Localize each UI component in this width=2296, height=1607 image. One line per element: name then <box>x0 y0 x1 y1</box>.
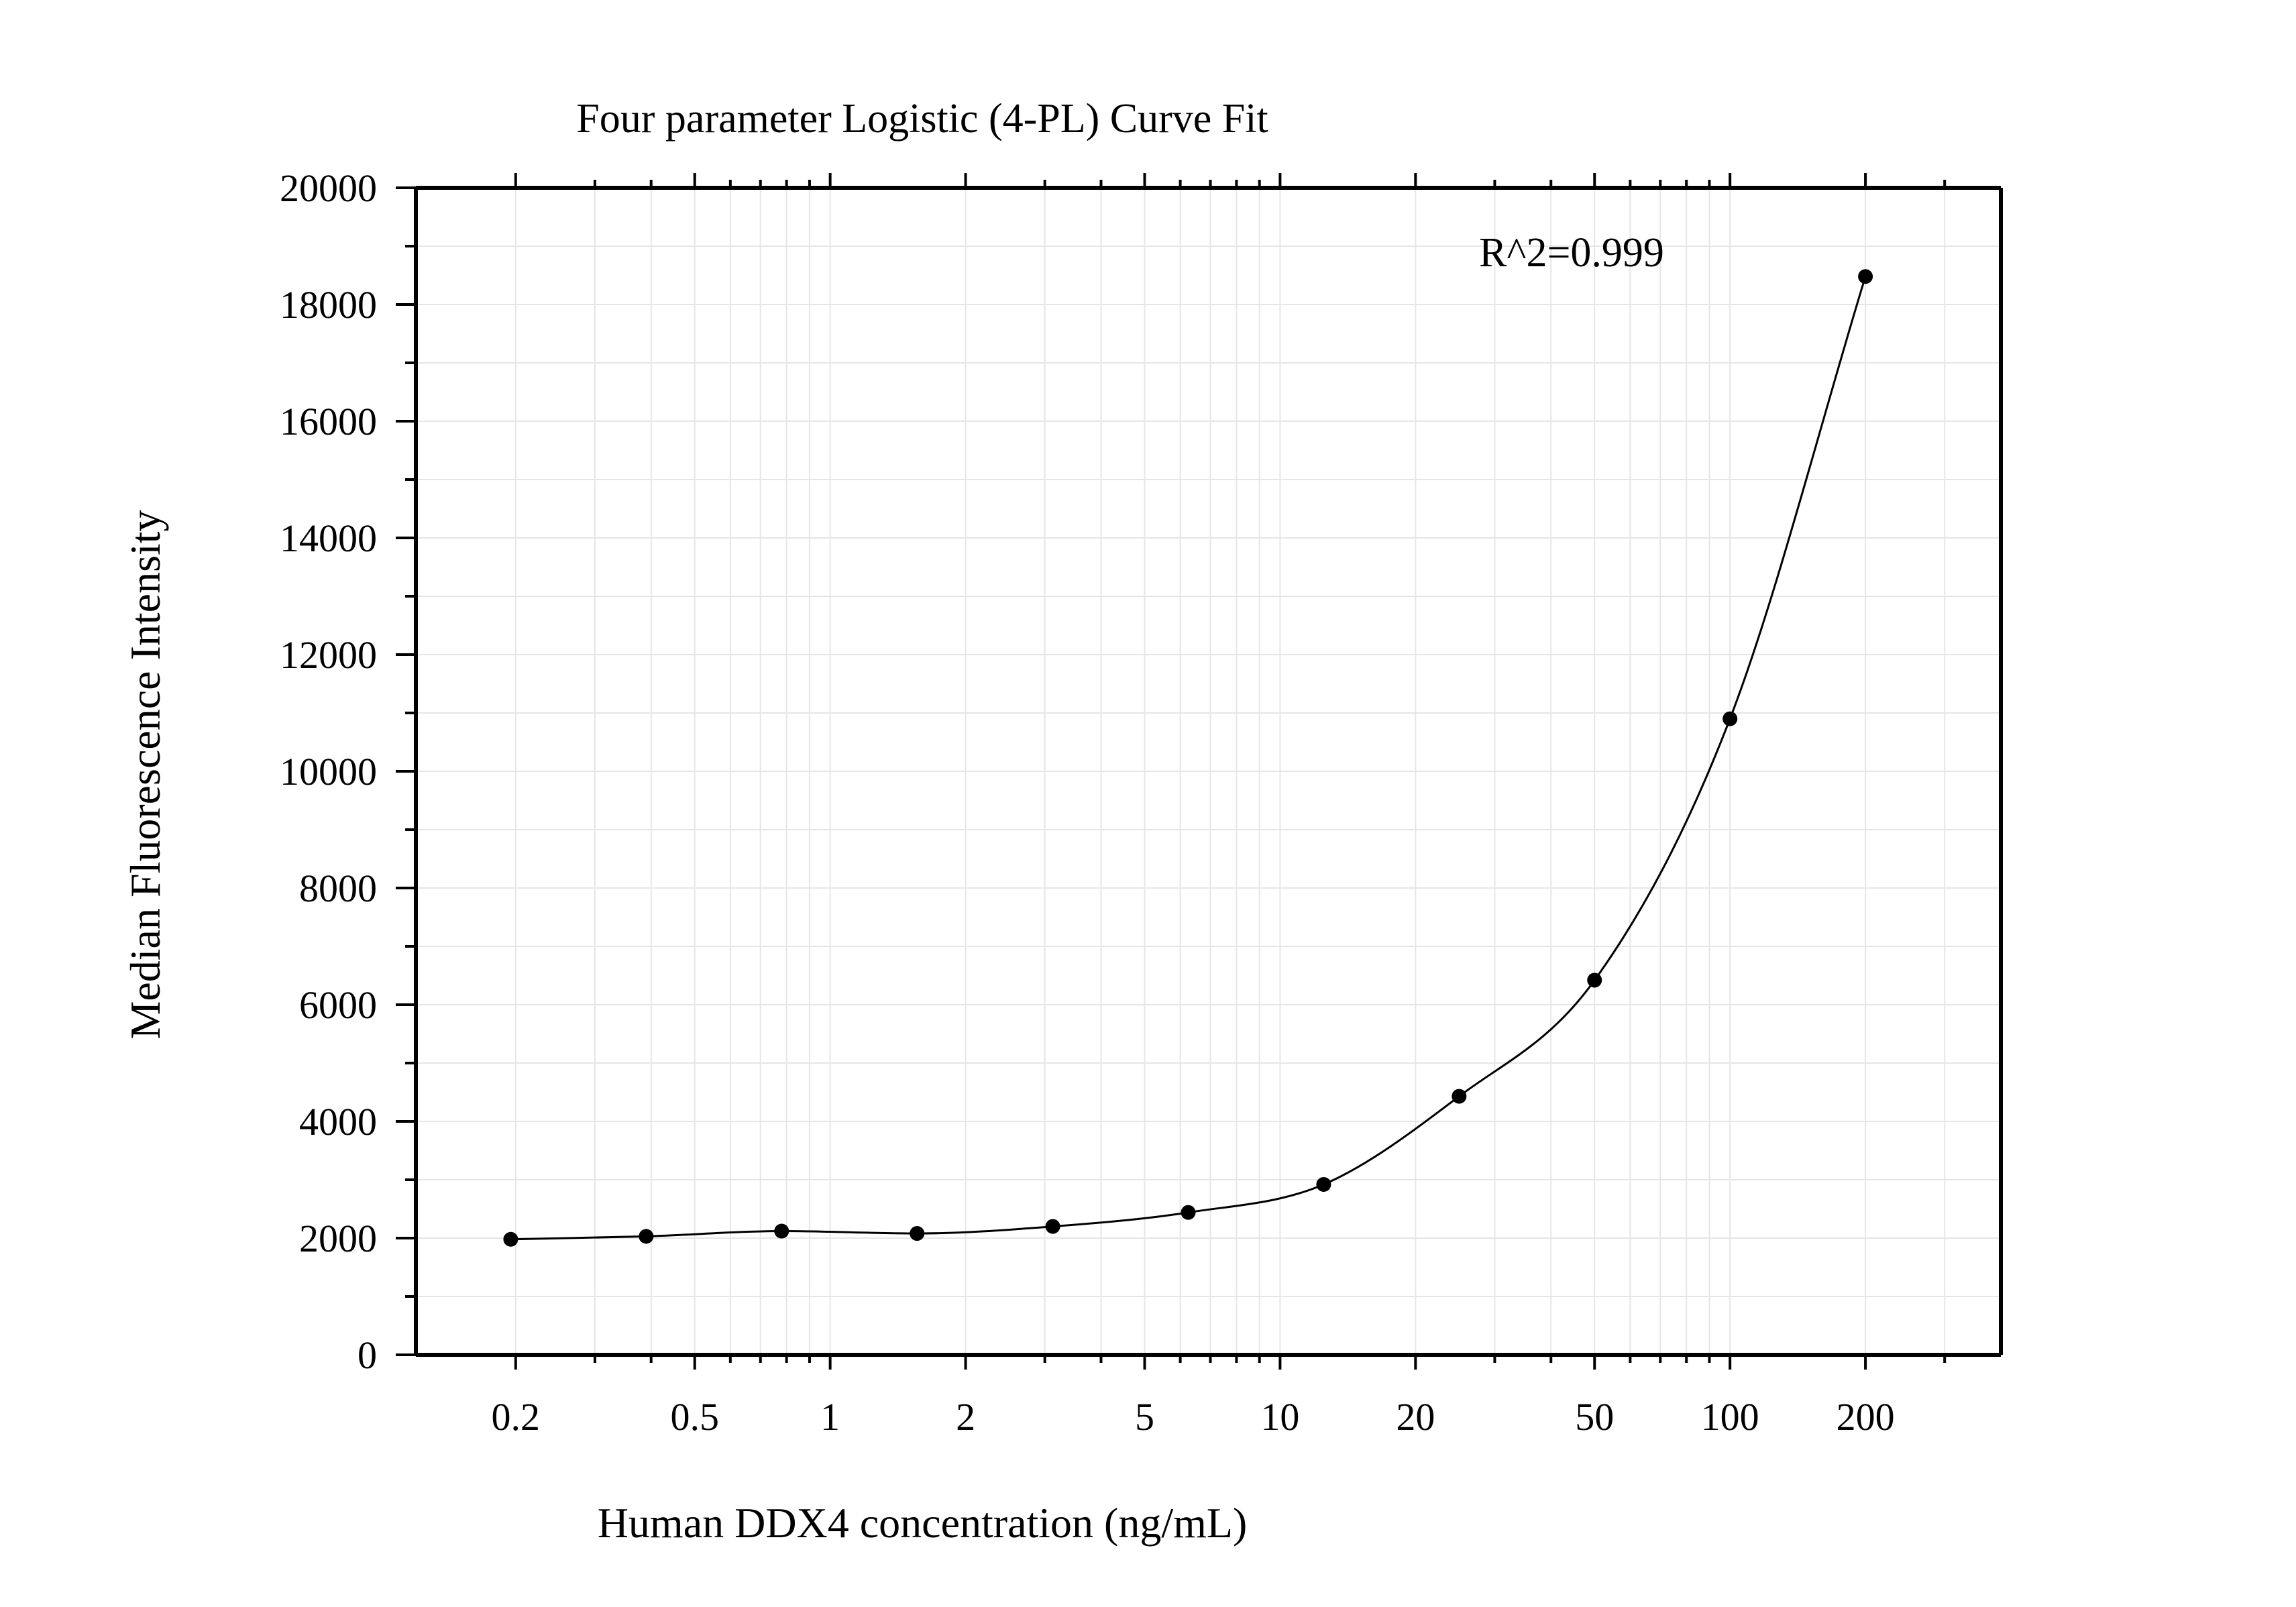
y-tick-label: 16000 <box>280 400 377 443</box>
data-point <box>639 1229 654 1244</box>
data-point <box>910 1226 925 1241</box>
tick-marks <box>396 173 1947 1370</box>
grid-lines <box>416 188 2001 1355</box>
x-tick-label: 1 <box>820 1395 840 1439</box>
chart-title: Four parameter Logistic (4-PL) Curve Fit <box>576 96 1268 142</box>
data-point <box>1452 1089 1467 1104</box>
x-axis-title: Human DDX4 concentration (ng/mL) <box>598 1499 1248 1547</box>
x-tick-label: 0.2 <box>492 1395 541 1439</box>
data-point <box>1316 1176 1331 1192</box>
x-tick-label: 5 <box>1135 1395 1154 1439</box>
tick-labels: 0.2 0.5 1 2 5 10 20 50 100 2000200040006000800010… <box>280 166 1895 1439</box>
r-squared-annotation: R^2=0.999 <box>1479 230 1664 276</box>
y-tick-label: 14000 <box>280 516 377 560</box>
x-tick-label: 200 <box>1837 1395 1895 1439</box>
y-tick-label: 18000 <box>280 283 377 327</box>
y-tick-label: 12000 <box>280 633 377 677</box>
data-point <box>774 1223 789 1239</box>
data-point <box>1045 1219 1060 1234</box>
y-tick-label: 6000 <box>299 983 377 1027</box>
y-tick-label: 20000 <box>280 166 377 210</box>
fit-curve <box>510 276 1867 1241</box>
x-tick-label: 0.5 <box>670 1395 719 1439</box>
data-point <box>1587 973 1602 988</box>
x-tick-label: 2 <box>956 1395 975 1439</box>
x-tick-label: 20 <box>1396 1395 1435 1439</box>
data-point <box>1181 1205 1196 1220</box>
x-tick-label: 100 <box>1701 1395 1759 1439</box>
data-point <box>503 1231 518 1247</box>
data-point <box>1723 711 1738 726</box>
x-tick-label: 10 <box>1260 1395 1299 1439</box>
y-tick-label: 10000 <box>280 750 377 793</box>
y-tick-label: 4000 <box>299 1100 377 1144</box>
data-points <box>503 269 1873 1247</box>
fit-curve-layer <box>510 276 1867 1241</box>
y-tick-label: 0 <box>358 1333 377 1377</box>
y-axis-title: Median Fluorescence Intensity <box>121 510 169 1039</box>
y-tick-label: 8000 <box>299 867 377 910</box>
x-tick-label: 50 <box>1575 1395 1614 1439</box>
data-point <box>1858 269 1873 284</box>
y-tick-label: 2000 <box>299 1217 377 1260</box>
